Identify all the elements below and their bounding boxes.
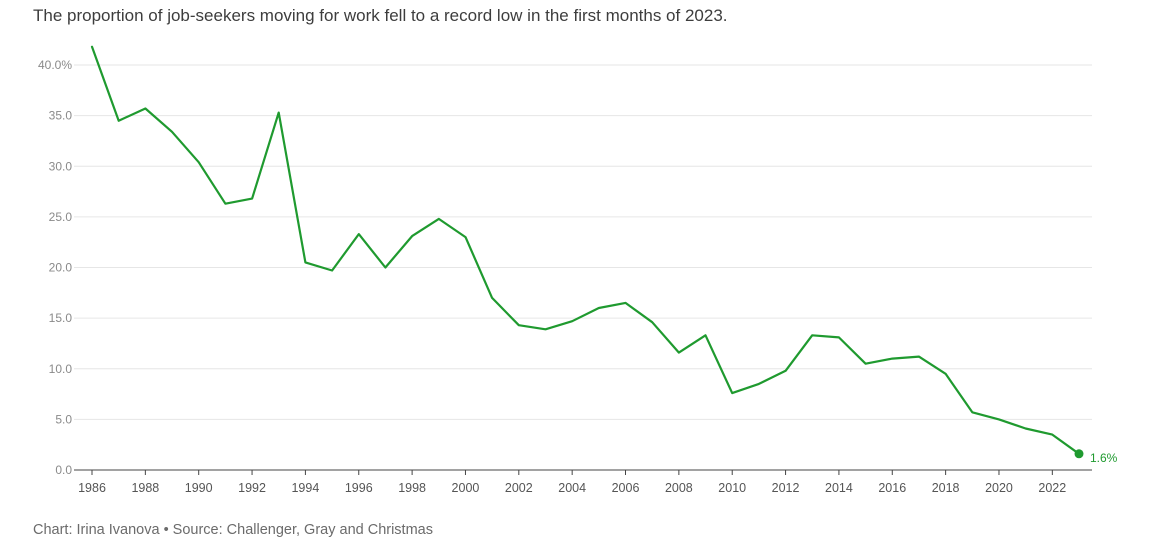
x-tick-label: 2008 (665, 481, 693, 495)
x-tick-label: 1988 (131, 481, 159, 495)
chart-credit: Chart: Irina Ivanova • Source: Challenge… (33, 522, 433, 538)
x-tick-label: 2020 (985, 481, 1013, 495)
x-tick-label: 1996 (345, 481, 373, 495)
y-tick-label: 35.0 (49, 109, 73, 123)
x-axis: 1986 1988 1990 1992 1994 1996 1998 2000 2002 2004… (74, 469, 1092, 495)
series-layer: 1.6% (90, 45, 1118, 465)
x-tick-label: 1992 (238, 481, 266, 495)
x-tick-label: 2010 (718, 481, 746, 495)
gridlines (74, 64, 1092, 420)
x-tick-label: 2014 (825, 481, 853, 495)
x-tick-label: 1986 (78, 481, 106, 495)
end-value-label: 1.6% (1090, 451, 1118, 465)
x-tick-label: 2002 (505, 481, 533, 495)
x-tick-label: 1994 (291, 481, 319, 495)
y-tick-label: 25.0 (49, 210, 73, 224)
y-tick-label: 5.0 (55, 412, 72, 426)
x-tick-label: 1990 (185, 481, 213, 495)
x-tick-label: 2022 (1038, 481, 1066, 495)
chart-subtitle: The proportion of job-seekers moving for… (33, 6, 728, 25)
y-tick-label: 10.0 (49, 362, 73, 376)
x-tick-label: 2018 (932, 481, 960, 495)
y-axis: 0.0 5.0 10.0 15.0 20.0 25.0 30.0 35.0 40.0% (38, 58, 72, 477)
x-tick-label: 2000 (452, 481, 480, 495)
y-tick-label: 40.0% (38, 58, 72, 72)
end-point-marker (1074, 449, 1084, 459)
x-tick-label: 2004 (558, 481, 586, 495)
x-tick-label: 2006 (612, 481, 640, 495)
y-tick-label: 20.0 (49, 261, 73, 275)
x-tick-label: 1998 (398, 481, 426, 495)
y-tick-label: 15.0 (49, 311, 73, 325)
series-line (90, 45, 1081, 455)
y-tick-label: 30.0 (49, 159, 73, 173)
y-tick-label: 0.0 (55, 463, 72, 477)
x-tick-label: 2012 (772, 481, 800, 495)
x-tick-label: 2016 (878, 481, 906, 495)
